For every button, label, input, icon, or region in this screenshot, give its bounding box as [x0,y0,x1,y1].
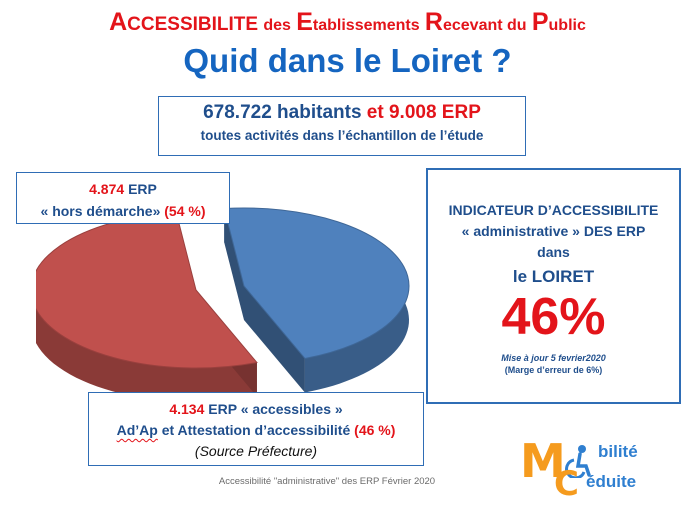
accessibles-label: et Attestation d’accessibilité [161,422,351,438]
pie-slice-cut [224,208,244,320]
logo-word-bilite: bilité [598,442,638,461]
wheelchair-icon [565,445,591,478]
title-word-des: des [263,17,291,34]
logo-letter-c: C [554,464,579,504]
footer-caption: Accessibilité "administrative" des ERP F… [218,476,436,487]
pie-slice-cut [244,286,305,393]
hors-demarche-suffix: ERP [128,181,157,197]
population-box: 678.722 habitants et 9.008 ERP toutes ac… [158,96,526,156]
pie-chart [36,207,410,396]
title-letter-p: P [531,8,549,36]
title-word-etablissements: tablissements [312,17,420,34]
hors-demarche-count-line: 4.874 ERP [17,178,229,200]
accessibles-count: 4.134 [169,401,205,417]
hors-demarche-label-line: « hors démarche» (54 %) [17,200,229,222]
indicator-line3: dans [537,244,570,260]
title-word-public: ublic [548,17,586,34]
logo-word-eduite: éduite [586,472,637,491]
mobilite-reduite-logo: M C bilité éduite [520,434,670,504]
indicator-line2: « administrative » DES ERP [461,223,646,239]
title-letter-r: R [424,8,443,36]
hors-demarche-pct: (54 %) [164,203,206,219]
population-erp: 9.008 ERP [388,102,481,123]
hors-demarche-label: « hors démarche» [40,203,161,219]
population-habitants: 678.722 habitants [203,102,362,123]
title-letter-e: E [296,8,313,36]
population-note: toutes activités dans l’échantillon de l… [200,128,484,143]
header-title: ACCESSIBILITE des Etablissements Recevan… [0,8,695,37]
accessibles-label-line: Ad’Ap et Attestation d’accessibilité (46… [89,420,423,441]
population-et: et [366,102,384,123]
logo-letter-m: M [520,434,566,488]
indicator-date: Mise à jour 5 fevrier2020 [501,353,606,363]
indicator-box: INDICATEUR D’ACCESSIBILITE « administrat… [426,168,681,404]
population-line: 678.722 habitants et 9.008 ERP [159,102,525,124]
indicator-value: 46% [501,288,606,346]
indicator-line1: INDICATEUR D’ACCESSIBILITE [448,202,659,218]
pie-slice-top [223,207,410,360]
indicator-line4: le LOIRET [512,267,595,286]
accessibles-adap: Ad’Ap [116,422,158,438]
pie-slice-0 [36,212,258,396]
pie-slice-top [36,212,258,369]
title-word-accessibilite: CCESSIBILITE [127,14,259,35]
page-subtitle: Quid dans le Loiret ? [183,42,512,79]
accessibles-pct: (46 %) [354,422,396,438]
indicator-text: INDICATEUR D’ACCESSIBILITE « administrat… [428,200,679,263]
hors-demarche-count: 4.874 [89,181,125,197]
hors-demarche-box: 4.874 ERP « hors démarche» (54 %) [16,172,230,224]
title-word-recevant: ecevant du [442,17,527,34]
accessibles-box: 4.134 ERP « accessibles » Ad’Ap et Attes… [88,392,424,466]
pie-slice-1 [223,207,410,393]
title-letter-a: A [109,8,128,36]
accessibles-count-line: 4.134 ERP « accessibles » [89,399,423,420]
indicator-marge: (Marge d’erreur de 6%) [504,365,603,375]
accessibles-suffix: ERP « accessibles » [208,401,343,417]
accessibles-source: (Source Préfecture) [194,443,318,459]
